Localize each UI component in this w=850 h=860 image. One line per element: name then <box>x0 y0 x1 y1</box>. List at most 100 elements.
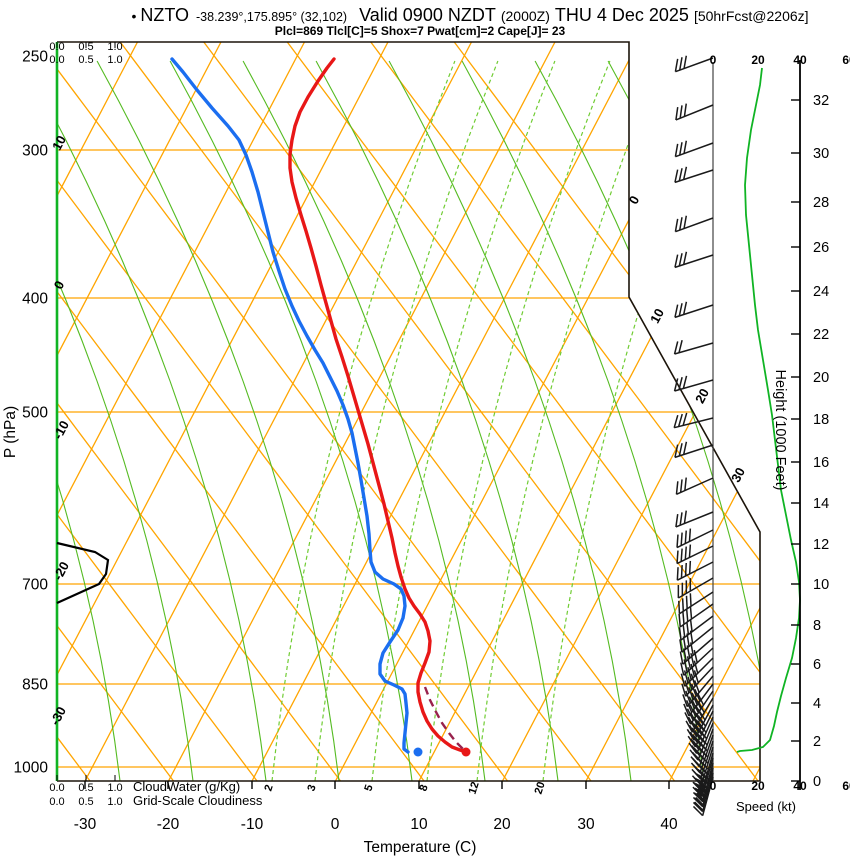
wind-barb-shaft <box>699 734 714 774</box>
height-tick-label: 10 <box>813 577 829 593</box>
mixing-ratio-label: 5 <box>362 783 375 793</box>
wind-barb-shaft <box>676 477 714 495</box>
wind-barb-feather <box>681 683 687 697</box>
wind-barb-feather <box>694 688 701 702</box>
wind-barb-feather <box>683 55 688 69</box>
mixing-ratio-line <box>314 60 499 781</box>
valid-date: THU 4 Dec 2025 <box>555 5 689 25</box>
wind-barb-feather <box>682 375 688 389</box>
wind-barb-feather <box>697 708 706 721</box>
wind-barb-feather <box>690 673 696 687</box>
temp-tick-label: 20 <box>493 816 511 833</box>
wind-barb-feather <box>678 600 681 614</box>
stability-indices: Plcl=869 Tlcl[C]=5 Shox=7 Pwat[cm]=2 Cap… <box>275 24 566 38</box>
wind-barb-feather <box>683 510 687 524</box>
dry-adiabat-line <box>57 42 175 781</box>
speed-tick-label-bottom: 60 <box>842 779 850 793</box>
wind-barb-feather <box>675 107 679 121</box>
dry-adiabat-line <box>203 42 759 781</box>
height-tick-label: 22 <box>813 327 829 343</box>
wind-barb-feather <box>690 663 696 677</box>
wind-barb-feather <box>688 724 698 737</box>
mixing-ratio-line <box>426 60 611 781</box>
temp-tick-label: 10 <box>410 816 428 833</box>
pressure-tick-label: 250 <box>22 49 48 66</box>
wind-barb-shaft <box>701 776 714 816</box>
wind-barb-feather <box>676 534 679 548</box>
isotherm-label-left: -10 <box>50 418 72 442</box>
pressure-tick-label: 700 <box>22 577 48 594</box>
surface-dewpoint-dot <box>413 747 423 757</box>
wind-barb-feather <box>684 680 690 694</box>
isotherm-label-left: -30 <box>47 704 69 728</box>
height-tick-label: 32 <box>813 93 829 109</box>
isotherm-label-left: -20 <box>50 559 72 583</box>
station-bullet: • <box>131 8 136 24</box>
height-tick-label: 12 <box>813 537 829 553</box>
wind-barb-feather <box>674 169 679 183</box>
wind-barbs <box>673 55 714 817</box>
wind-barb-feather <box>695 797 706 808</box>
height-tick-label: 2 <box>813 734 821 750</box>
cloudiness-scale-label-top: 0.5 <box>78 54 93 66</box>
wind-barb-feather <box>688 687 694 700</box>
cloudiness-scale-label-top: 0.0 <box>49 54 64 66</box>
speed-tick-label-bottom: 40 <box>793 779 807 793</box>
pressure-tick-label: 500 <box>22 405 48 422</box>
wind-barb-shaft <box>675 217 714 233</box>
wind-barb-feather <box>686 656 692 670</box>
isotherm-line <box>251 42 640 781</box>
wind-barb-feather <box>697 788 708 799</box>
wind-barb-feather <box>673 341 679 355</box>
isotherm-line <box>57 42 139 781</box>
wind-barb-feather <box>686 708 694 721</box>
temp-tick-label: -10 <box>241 816 264 833</box>
wind-barb-shaft <box>675 57 714 73</box>
wind-barb-feather <box>688 560 692 574</box>
wind-barb-feather <box>698 779 710 790</box>
wind-barb-feather <box>691 720 700 733</box>
cloudwater-scale-label-bottom: 0.0 <box>49 782 64 794</box>
wind-barb-feather <box>689 630 694 644</box>
wind-barb-feather <box>698 734 708 746</box>
temp-tick-label: 0 <box>331 816 340 833</box>
moist-adiabat-line <box>169 60 413 781</box>
wind-barb-feather <box>674 58 679 72</box>
wind-barb-feather <box>698 783 710 794</box>
wind-barb-feather <box>678 339 683 353</box>
wind-barb-feather <box>679 651 684 665</box>
cloudwater-scale-label-bottom: 1.0 <box>107 782 122 794</box>
dry-adiabat-line <box>57 42 425 781</box>
temperature-curve <box>288 57 468 754</box>
wind-barb-feather <box>694 797 705 808</box>
wind-barb-feather <box>687 716 696 729</box>
wind-barb-feather <box>683 103 687 117</box>
wind-barb-feather <box>688 696 696 709</box>
wind-barb-feather <box>694 696 702 710</box>
height-tick-label: 24 <box>813 284 829 300</box>
speed-tick-label-top: 0 <box>710 53 717 67</box>
chart-title: • NZTO -38.239°,175.895° (32,102) Valid 090… <box>131 5 808 25</box>
moist-adiabat-line <box>96 60 340 781</box>
isotherm-line <box>585 42 760 781</box>
wind-barb-feather <box>678 613 681 628</box>
isotherm-line <box>167 42 556 781</box>
temp-tick-label: 30 <box>577 816 595 833</box>
wind-barb-feather <box>696 788 707 799</box>
wind-barb-feather <box>678 57 683 71</box>
height-tick-label: 6 <box>813 657 821 673</box>
wind-barb-feather <box>688 528 692 542</box>
wind-barb-shaft <box>682 637 714 665</box>
wind-barb-feather <box>680 662 685 676</box>
cloudwater-scale-label-bottom: 0.5 <box>78 782 93 794</box>
mixing-ratio-label: 8 <box>417 783 430 793</box>
wind-barb-shaft <box>675 142 714 158</box>
wind-barb-feather <box>697 700 705 713</box>
isotherm-label-left: 10 <box>49 133 69 153</box>
wind-barb-feather <box>693 649 698 663</box>
height-tick-label: 18 <box>813 412 829 428</box>
wind-barb-feather <box>698 774 710 785</box>
wind-barb-feather <box>684 530 687 544</box>
wind-barb-feather <box>678 443 683 457</box>
wind-barb-feather <box>686 645 691 659</box>
